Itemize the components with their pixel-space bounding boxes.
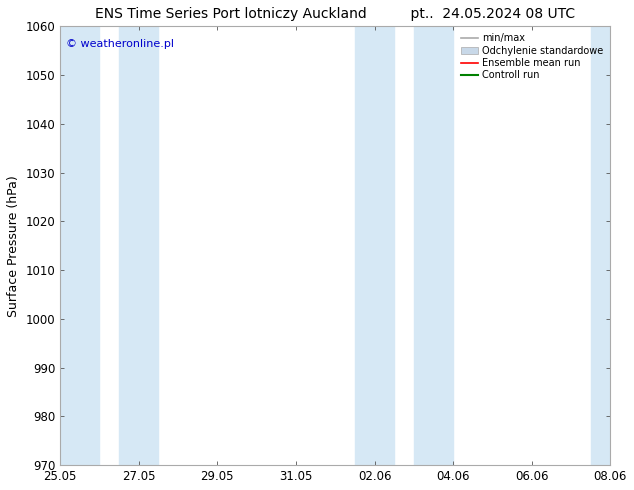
Bar (60, 26, 100, 465)
Legend: min/max, Odchylenie standardowe, Ensemble mean run, Controll run: min/max, Odchylenie standardowe, Ensembl… (459, 31, 605, 82)
Y-axis label: Surface Pressure (hPa): Surface Pressure (hPa) (7, 175, 20, 317)
Title: ENS Time Series Port lotniczy Auckland          pt..  24.05.2024 08 UTC: ENS Time Series Port lotniczy Auckland p… (95, 7, 575, 21)
Bar (414, 26, 453, 465)
Bar (591, 26, 611, 465)
Bar (355, 26, 394, 465)
Text: © weatheronline.pl: © weatheronline.pl (65, 40, 174, 49)
Bar (119, 26, 158, 465)
